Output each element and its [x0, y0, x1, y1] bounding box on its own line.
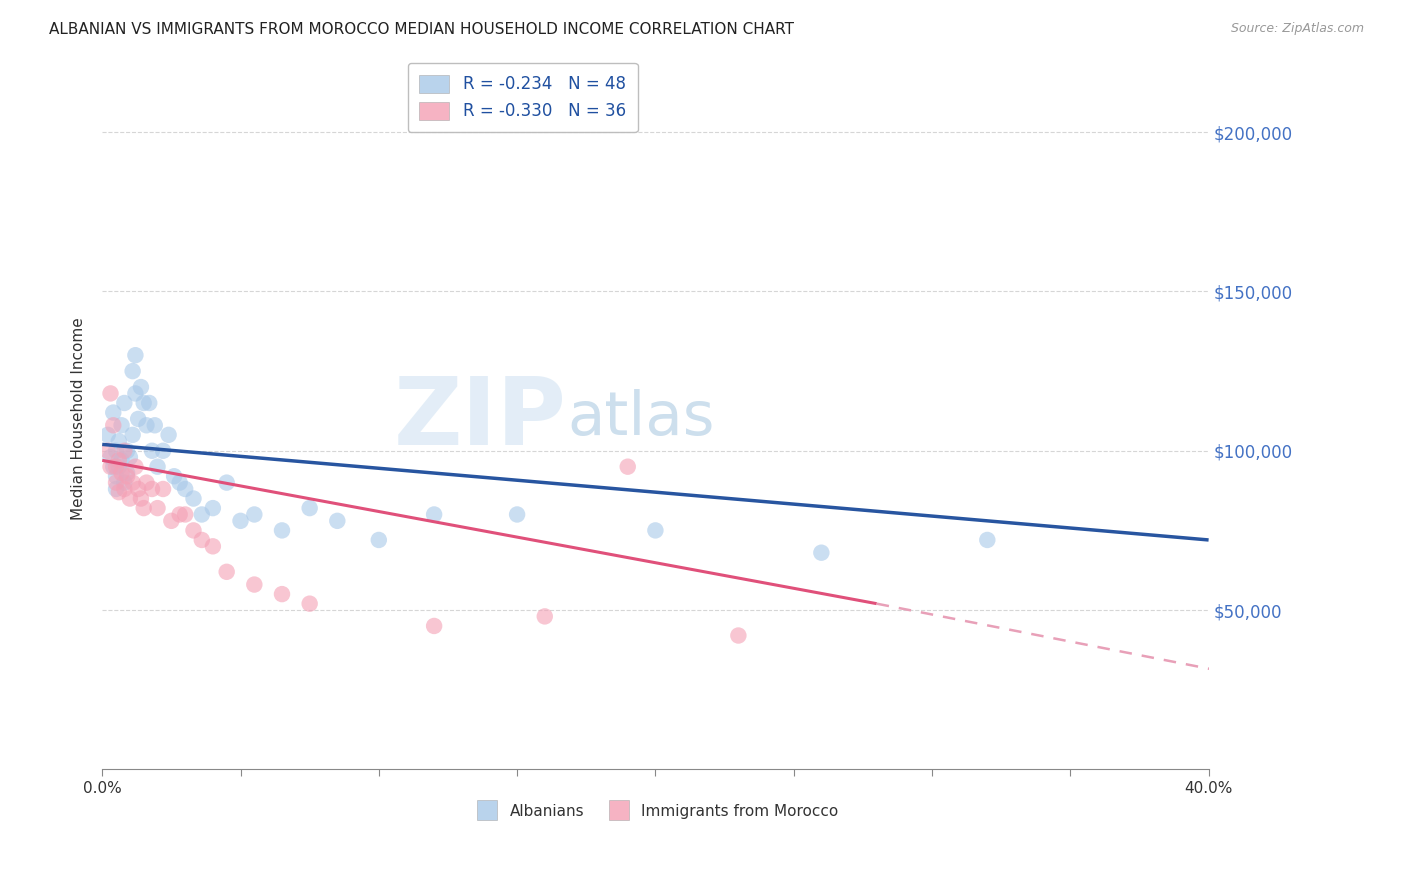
Point — [100, 450, 122, 464]
Point — [644, 524, 666, 538]
Point — [121, 475, 143, 490]
Point — [138, 396, 160, 410]
Point — [152, 482, 174, 496]
Point — [174, 508, 197, 522]
Point — [108, 459, 131, 474]
Point — [143, 418, 166, 433]
Point — [810, 546, 832, 560]
Point — [229, 514, 252, 528]
Point — [103, 418, 125, 433]
Point — [146, 459, 169, 474]
Point — [121, 364, 143, 378]
Point — [118, 491, 141, 506]
Point — [97, 443, 120, 458]
Point — [169, 508, 191, 522]
Point — [112, 396, 135, 410]
Point — [110, 418, 132, 433]
Point — [141, 482, 163, 496]
Point — [110, 453, 132, 467]
Point — [115, 466, 138, 480]
Point — [132, 396, 155, 410]
Point — [326, 514, 349, 528]
Text: ALBANIAN VS IMMIGRANTS FROM MOROCCO MEDIAN HOUSEHOLD INCOME CORRELATION CHART: ALBANIAN VS IMMIGRANTS FROM MOROCCO MEDI… — [49, 22, 794, 37]
Text: atlas: atlas — [567, 390, 714, 449]
Point — [105, 482, 128, 496]
Point — [124, 459, 146, 474]
Point — [243, 508, 266, 522]
Point — [160, 514, 183, 528]
Point — [127, 482, 149, 496]
Point — [118, 450, 141, 464]
Point — [191, 508, 214, 522]
Point — [110, 466, 132, 480]
Point — [105, 443, 128, 458]
Point — [423, 619, 446, 633]
Point — [169, 475, 191, 490]
Point — [367, 533, 389, 547]
Point — [121, 427, 143, 442]
Point — [174, 482, 197, 496]
Point — [157, 427, 180, 442]
Point — [163, 469, 186, 483]
Point — [105, 469, 128, 483]
Point — [108, 453, 131, 467]
Point — [141, 443, 163, 458]
Point — [108, 485, 131, 500]
Point — [727, 628, 749, 642]
Point — [243, 577, 266, 591]
Point — [533, 609, 555, 624]
Point — [271, 524, 294, 538]
Point — [135, 418, 157, 433]
Point — [215, 475, 238, 490]
Point — [129, 380, 152, 394]
Point — [112, 482, 135, 496]
Point — [115, 443, 138, 458]
Point — [976, 533, 998, 547]
Point — [191, 533, 214, 547]
Point — [129, 491, 152, 506]
Point — [616, 459, 638, 474]
Point — [115, 469, 138, 483]
Point — [103, 405, 125, 419]
Point — [100, 386, 122, 401]
Point — [103, 459, 125, 474]
Point — [105, 459, 128, 474]
Point — [506, 508, 529, 522]
Legend: Albanians, Immigrants from Morocco: Albanians, Immigrants from Morocco — [465, 797, 845, 825]
Point — [183, 491, 205, 506]
Point — [298, 501, 321, 516]
Point — [201, 539, 224, 553]
Point — [146, 501, 169, 516]
Point — [298, 597, 321, 611]
Point — [112, 475, 135, 490]
Point — [135, 475, 157, 490]
Y-axis label: Median Household Income: Median Household Income — [72, 318, 86, 520]
Point — [112, 443, 135, 458]
Point — [108, 434, 131, 449]
Point — [423, 508, 446, 522]
Text: ZIP: ZIP — [394, 373, 567, 465]
Point — [105, 475, 128, 490]
Point — [124, 386, 146, 401]
Point — [132, 501, 155, 516]
Point — [271, 587, 294, 601]
Point — [201, 501, 224, 516]
Point — [127, 412, 149, 426]
Point — [124, 348, 146, 362]
Point — [152, 443, 174, 458]
Point — [215, 565, 238, 579]
Point — [100, 459, 122, 474]
Point — [183, 524, 205, 538]
Point — [97, 427, 120, 442]
Text: Source: ZipAtlas.com: Source: ZipAtlas.com — [1230, 22, 1364, 36]
